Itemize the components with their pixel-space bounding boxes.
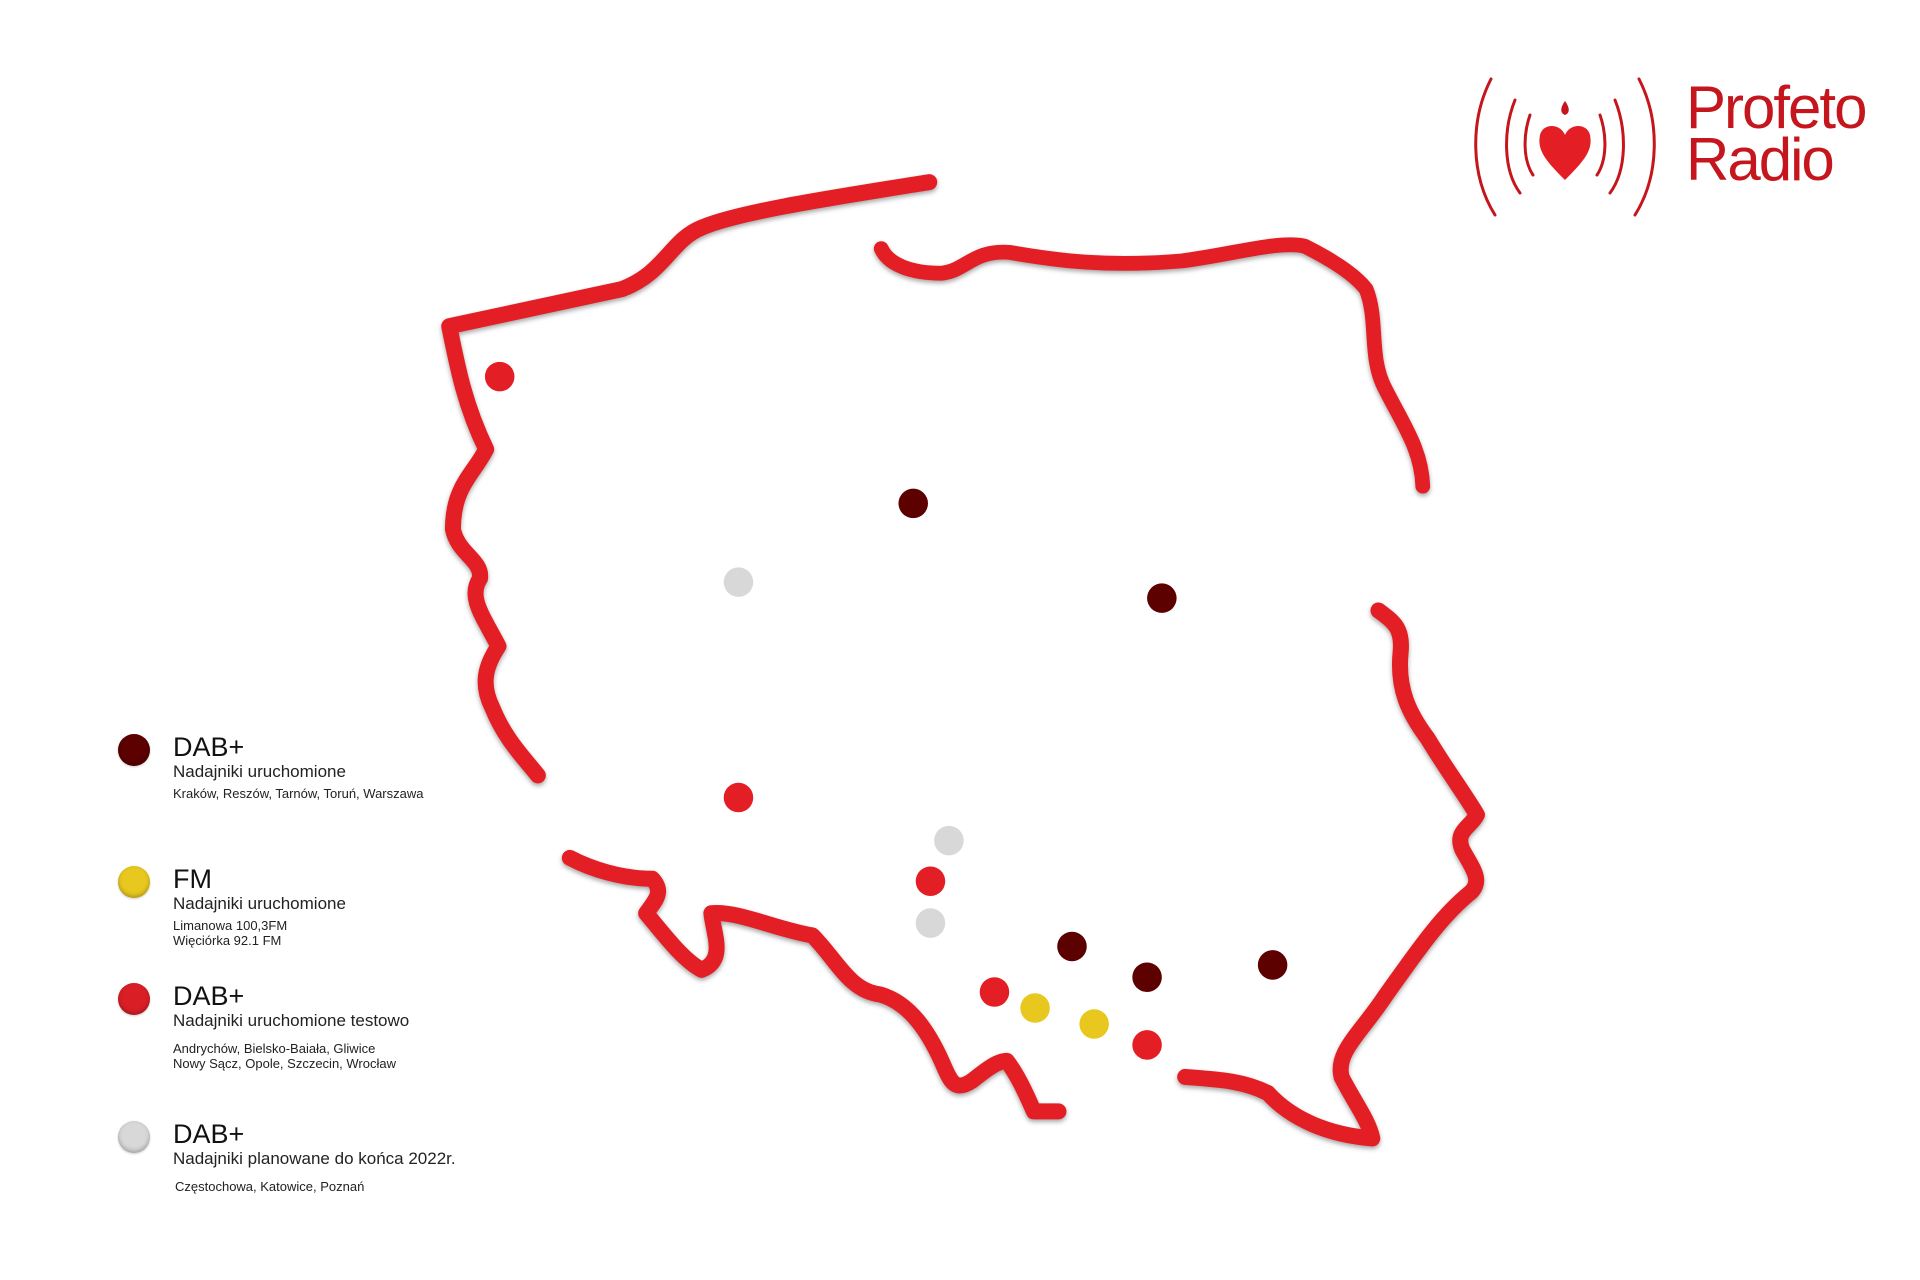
marker-dab-active[interactable] [1132,962,1162,992]
marker-dab-planned[interactable] [915,908,946,938]
marker-dab-active[interactable] [1257,950,1288,980]
map-border-south [561,849,1067,1120]
legend-cities: Częstochowa, Katowice, Poznań [175,1179,364,1194]
marker-dab-test[interactable] [915,866,946,896]
marker-dab-test[interactable] [979,977,1010,1007]
legend-title: DAB+ [173,981,245,1011]
legend-city-line: Kraków, Reszów, Tarnów, Toruń, Warszawa [173,786,424,801]
marker-dab-test[interactable] [484,361,515,392]
logo-line1: Profeto [1686,74,1867,141]
legend-title: FM [173,864,212,894]
legend-city-line: Częstochowa, Katowice, Poznań [175,1179,365,1194]
dark-red-dot-icon [118,734,150,766]
legend-subtitle: Nadajniki uruchomione testowo [173,1011,410,1030]
map-border-north [873,237,1431,494]
marker-dab-test[interactable] [723,782,754,813]
yellow-dot-icon [118,866,150,898]
marker-dab-active[interactable] [1147,583,1177,613]
transmitter-markers [484,361,1288,1060]
marker-dab-planned[interactable] [934,825,964,856]
legend-title: DAB+ [173,732,245,762]
legend-subtitle: Nadajniki uruchomione [173,894,346,913]
legend-city-line: Andrychów, Bielsko-Baiała, Gliwice [173,1041,376,1056]
marker-fm[interactable] [1020,993,1050,1023]
legend-cities: Kraków, Reszów, Tarnów, Toruń, Warszawa [173,786,423,801]
red-dot-icon [118,983,150,1015]
marker-dab-planned[interactable] [723,567,754,597]
logo-line2: Radio [1686,126,1835,193]
legend-city-line: Limanowa 100,3FM [173,918,288,933]
marker-dab-test[interactable] [1132,1030,1162,1060]
map-border-northwest [441,174,938,784]
legend-city-line: Więciórka 92.1 FM [173,933,282,948]
legend-subtitle: Nadajniki uruchomione [173,762,346,781]
grey-dot-icon [118,1121,150,1153]
legend-cities: Limanowa 100,3FM Więciórka 92.1 FM [173,918,287,948]
marker-dab-active[interactable] [898,488,928,519]
legend-title: DAB+ [173,1119,245,1149]
map-border-east [1177,602,1485,1147]
logo-wordmark: Profeto Radio [1686,74,1867,193]
heart-radio-waves-icon [1474,77,1656,217]
marker-dab-active[interactable] [1057,931,1087,962]
legend-city-line: Nowy Sącz, Opole, Szczecin, Wrocław [173,1056,396,1071]
legend-cities: Andrychów, Bielsko-Baiała, Gliwice Nowy … [173,1041,396,1071]
legend-subtitle: Nadajniki planowane do końca 2022r. [173,1149,456,1168]
marker-fm[interactable] [1079,1009,1109,1039]
